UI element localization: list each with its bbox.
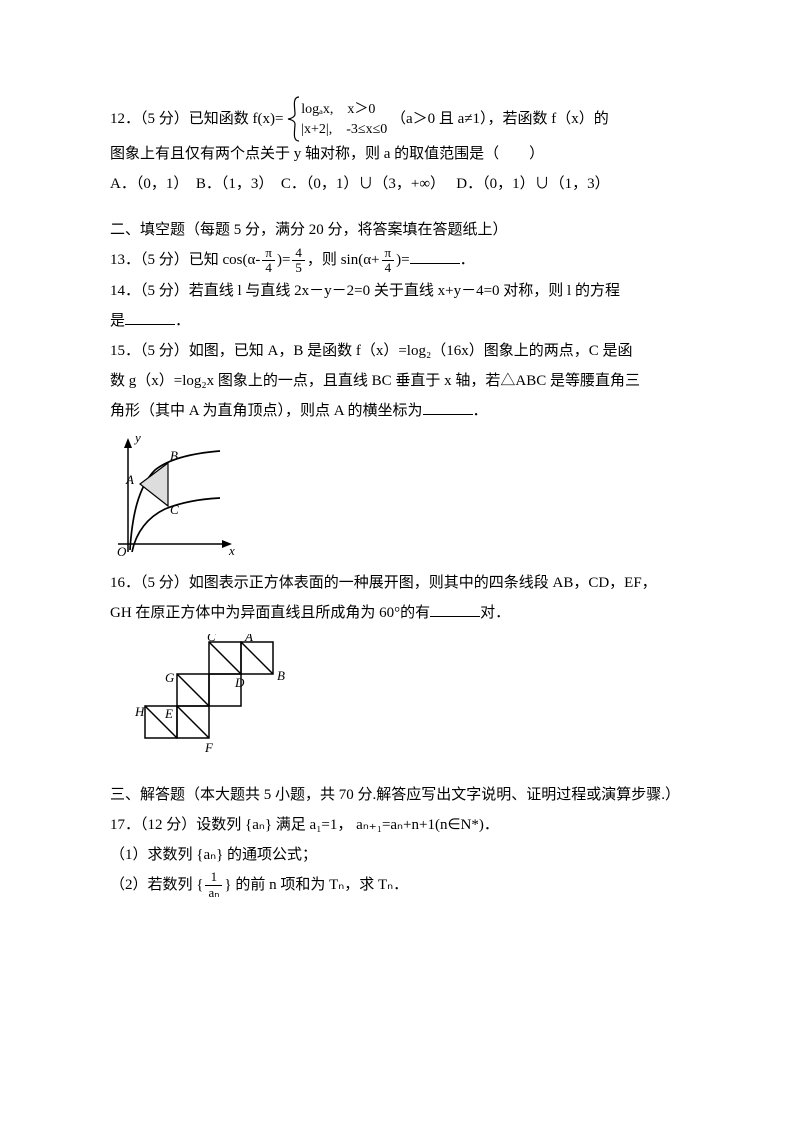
q15-line2: 数 g（x）=log₂x 图象上的一点，且直线 BC 垂直于 x 轴，若△ABC… (110, 366, 690, 396)
q13-frac-pi4-2: π4 (382, 246, 395, 276)
q16-line2: GH 在原正方体中为异面直线且所成角为 60°的有对． (110, 598, 690, 628)
q13-frac-pi4-1: π4 (262, 246, 275, 276)
q12-line2: 图象上有且仅有两个点关于 y 轴对称，则 a 的取值范围是（ ） (110, 139, 690, 169)
q12-line1: 12．（5 分）已知函数 f(x)= logₐx, x＞0 |x+2|, -3≤… (110, 100, 690, 139)
q13: 13．（5 分）已知 cos(α-π4)=45，则 sin(α+π4)=． (110, 245, 690, 275)
q17-frac-1an: 1aₙ (205, 870, 222, 900)
q13-blank (410, 248, 460, 264)
q12-after: （a＞0 且 a≠1），若函数 f（x）的 (391, 111, 609, 127)
q15-label-B: B (170, 448, 178, 463)
section3-title: 三、解答题（本大题共 5 小题，共 70 分.解答应写出文字说明、证明过程或演算… (110, 780, 690, 810)
q16-label-A: A (244, 634, 253, 644)
q13-lpar: (α- (243, 252, 261, 268)
q14-line1: 14．（5 分）若直线 l 与直线 2x－y－2=0 关于直线 x+y－4=0 … (110, 276, 690, 306)
q16-label-D: D (234, 675, 245, 690)
q17-sub1: （1）求数列 {aₙ} 的通项公式； (110, 840, 690, 870)
q15-label-y: y (133, 432, 141, 445)
q13-rpar: )= (277, 252, 290, 268)
q16-label-G: G (165, 670, 175, 685)
q16-label-B: B (277, 668, 285, 683)
q14-line2: 是． (110, 306, 690, 336)
q16-blank (430, 601, 480, 617)
section2-title: 二、填空题（每题 5 分，满分 20 分，将答案填在答题纸上） (110, 215, 690, 245)
q15-line3: 角形（其中 A 为直角顶点），则点 A 的横坐标为． (110, 396, 690, 426)
q13-sin: sin (341, 252, 359, 268)
q12-optD: D．（0，1）∪（1，3） (456, 176, 609, 192)
q12-piece2: |x+2|, -3≤x≤0 (301, 120, 387, 140)
q13-cos: cos (223, 252, 243, 268)
q13-mid: ，则 (307, 252, 337, 268)
q16-label-E: E (164, 706, 173, 721)
q15-label-x: x (228, 543, 235, 558)
q17-line1: 17．（12 分）设数列 {aₙ} 满足 a₁=1， aₙ₊₁=aₙ+n+1(n… (110, 810, 690, 840)
q12-optC: C．（0，1）∪（3，+∞） (281, 176, 438, 192)
q13-prefix: 13．（5 分）已知 (110, 252, 219, 268)
q17-eq2: aₙ₊₁=aₙ+n+1(n∈N*)． (356, 817, 499, 833)
q17-eq1: a₁=1， (310, 817, 353, 833)
q12-piece1: logₐx, x＞0 (301, 100, 387, 120)
q15-line1: 15．（5 分）如图，已知 A，B 是函数 f（x）=log₂（16x）图象上的… (110, 336, 690, 366)
brace-icon (287, 96, 301, 142)
q16-label-H: H (135, 704, 145, 719)
q16-line1: 16．（5 分）如图表示正方体表面的一种展开图，则其中的四条线段 AB，CD，E… (110, 568, 690, 598)
q12-options: A．（0，1） B．（1，3） C．（0，1）∪（3，+∞） D．（0，1）∪（… (110, 169, 690, 199)
q12-optB: B．（1，3） (196, 176, 274, 192)
q15-label-O: O (117, 544, 127, 559)
q14-blank (125, 309, 175, 325)
q16-label-C: C (207, 634, 216, 644)
q15-label-C: C (170, 502, 179, 517)
q12-piecewise: logₐx, x＞0 |x+2|, -3≤x≤0 (287, 100, 387, 139)
q13-frac45: 45 (292, 246, 305, 276)
q15-svg: y x O A B C (110, 432, 240, 562)
q15-label-A: A (125, 472, 134, 487)
q16-svg: C A G D B H E F (135, 634, 335, 764)
q16-label-F: F (204, 740, 214, 755)
q13-rpar2: )= (396, 252, 409, 268)
q16-figure: C A G D B H E F (110, 634, 690, 764)
q15-figure: y x O A B C (110, 432, 690, 562)
q12-prefix: 12．（5 分）已知函数 (110, 111, 249, 127)
q12-fx: f(x)= (253, 111, 284, 127)
q13-lpar2: (α+ (358, 252, 379, 268)
q12-optA: A．（0，1） (110, 176, 188, 192)
q17-sub2: （2）若数列 {1aₙ} 的前 n 项和为 Tₙ，求 Tₙ． (110, 870, 690, 900)
q13-suffix: ． (460, 252, 475, 268)
q15-blank (423, 399, 473, 415)
